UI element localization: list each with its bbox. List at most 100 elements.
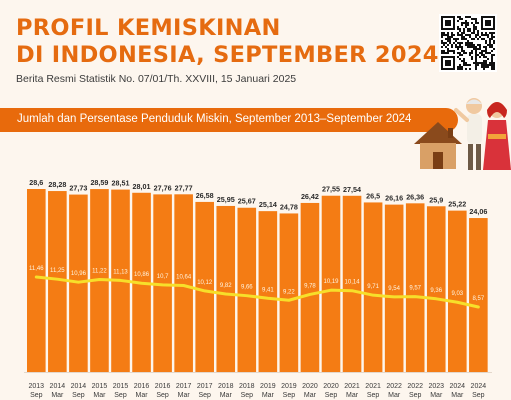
x-tick-year: 2018 <box>239 383 255 390</box>
x-tick-month: Mar <box>178 392 191 399</box>
x-tick-month: Mar <box>388 392 401 399</box>
x-tick-month: Sep <box>409 392 422 399</box>
bar <box>174 194 193 372</box>
x-tick-year: 2014 <box>71 383 87 390</box>
bar-value-label: 26,58 <box>196 191 214 200</box>
bar <box>27 189 46 372</box>
x-tick-year: 2017 <box>197 383 213 390</box>
bar-value-label: 28,6 <box>29 178 43 187</box>
bar <box>216 205 236 372</box>
bar-value-label: 25,67 <box>238 197 256 206</box>
bar <box>321 195 341 372</box>
x-tick-month: Sep <box>30 392 43 399</box>
bar-value-label: 27,73 <box>69 184 87 193</box>
x-tick-month: Mar <box>220 392 233 399</box>
x-tick-year: 2020 <box>323 383 339 390</box>
x-tick-year: 2023 <box>428 383 444 390</box>
x-tick-month: Sep <box>325 392 338 399</box>
bar-value-label: 28,01 <box>133 182 151 191</box>
line-value-label: 9,66 <box>241 285 253 291</box>
house-icon <box>414 122 462 169</box>
x-tick-month: Sep <box>156 392 169 399</box>
line-value-label: 9,36 <box>430 288 442 294</box>
x-tick-year: 2015 <box>113 383 129 390</box>
bar <box>279 213 299 372</box>
bar <box>195 201 214 372</box>
line-value-label: 9,54 <box>388 286 400 292</box>
x-tick-year: 2014 <box>50 383 66 390</box>
bar <box>342 195 362 372</box>
x-tick-month: Mar <box>51 392 64 399</box>
bar-value-label: 27,55 <box>322 185 340 194</box>
publication-subtitle: Berita Resmi Statistik No. 07/01/Th. XXV… <box>16 73 297 85</box>
line-value-label: 10,96 <box>71 271 87 277</box>
family-house-illustration <box>414 98 511 170</box>
x-tick-month: Mar <box>262 392 275 399</box>
x-tick-year: 2022 <box>407 383 423 390</box>
x-tick-month: Sep <box>472 392 485 399</box>
bar-value-label: 27,76 <box>154 183 172 192</box>
x-tick-year: 2019 <box>281 383 297 390</box>
line-value-label: 11,22 <box>92 268 107 274</box>
x-tick-month: Sep <box>367 392 380 399</box>
bar-value-label: 28,59 <box>90 178 108 187</box>
x-tick-month: Sep <box>114 392 127 399</box>
x-tick-year: 2018 <box>218 383 234 390</box>
line-value-label: 11,25 <box>50 268 65 274</box>
bar <box>363 202 383 372</box>
line-value-label: 9,03 <box>451 291 463 297</box>
line-value-label: 10,64 <box>176 275 192 281</box>
bar-value-label: 26,42 <box>301 192 319 201</box>
bar <box>300 202 320 372</box>
bar <box>469 218 488 372</box>
x-tick-year: 2020 <box>302 383 318 390</box>
page-title-line1: PROFIL KEMISKINAN <box>16 15 281 41</box>
line-value-label: 9,82 <box>220 283 232 289</box>
x-tick-month: Sep <box>72 392 85 399</box>
bar <box>258 211 278 372</box>
x-tick-month: Mar <box>451 392 464 399</box>
x-tick-year: 2013 <box>29 383 45 390</box>
bar-value-label: 25,95 <box>217 195 235 204</box>
line-value-label: 10,7 <box>157 274 169 280</box>
line-value-label: 8,57 <box>473 296 485 302</box>
line-value-label: 10,14 <box>345 280 361 286</box>
line-value-label: 10,86 <box>134 272 150 278</box>
line-value-label: 11,13 <box>113 269 128 275</box>
percentage-line <box>34 275 480 309</box>
line-value-label: 10,19 <box>323 279 339 285</box>
bar-value-label: 26,5 <box>366 191 380 200</box>
page-title-line2: DI INDONESIA, SEPTEMBER 2024 <box>16 42 439 68</box>
x-tick-year: 2021 <box>365 383 381 390</box>
bar-value-label: 25,22 <box>448 200 466 209</box>
qr-code-icon[interactable] <box>439 14 497 72</box>
bar <box>153 194 172 372</box>
bar-value-label: 24,78 <box>280 202 298 211</box>
x-tick-year: 2024 <box>450 383 466 390</box>
bar-value-label: 24,06 <box>469 207 487 216</box>
bar <box>426 206 446 372</box>
x-tick-year: 2022 <box>386 383 402 390</box>
x-tick-year: 2015 <box>92 383 108 390</box>
bar <box>405 203 425 372</box>
bar <box>48 191 67 372</box>
bar <box>237 207 257 372</box>
x-tick-month: Sep <box>241 392 254 399</box>
chart-title-banner: Jumlah dan Persentase Penduduk Miskin, S… <box>0 108 458 132</box>
x-tick-month: Mar <box>136 392 149 399</box>
line-value-label: 9,22 <box>283 289 295 295</box>
line-value-label: 9,41 <box>262 287 274 293</box>
bar-value-label: 25,9 <box>429 195 443 204</box>
bar-value-label: 26,36 <box>406 192 424 201</box>
bar-value-label: 25,14 <box>259 200 277 209</box>
x-tick-year: 2016 <box>155 383 171 390</box>
x-tick-year: 2019 <box>260 383 276 390</box>
elderly-couple-icon <box>454 98 511 170</box>
bar-value-label: 28,51 <box>112 179 130 188</box>
bar <box>448 210 467 372</box>
x-tick-year: 2016 <box>134 383 150 390</box>
line-value-label: 9,71 <box>367 284 379 290</box>
x-tick-month: Sep <box>283 392 296 399</box>
bar-value-label: 27,54 <box>343 185 361 194</box>
